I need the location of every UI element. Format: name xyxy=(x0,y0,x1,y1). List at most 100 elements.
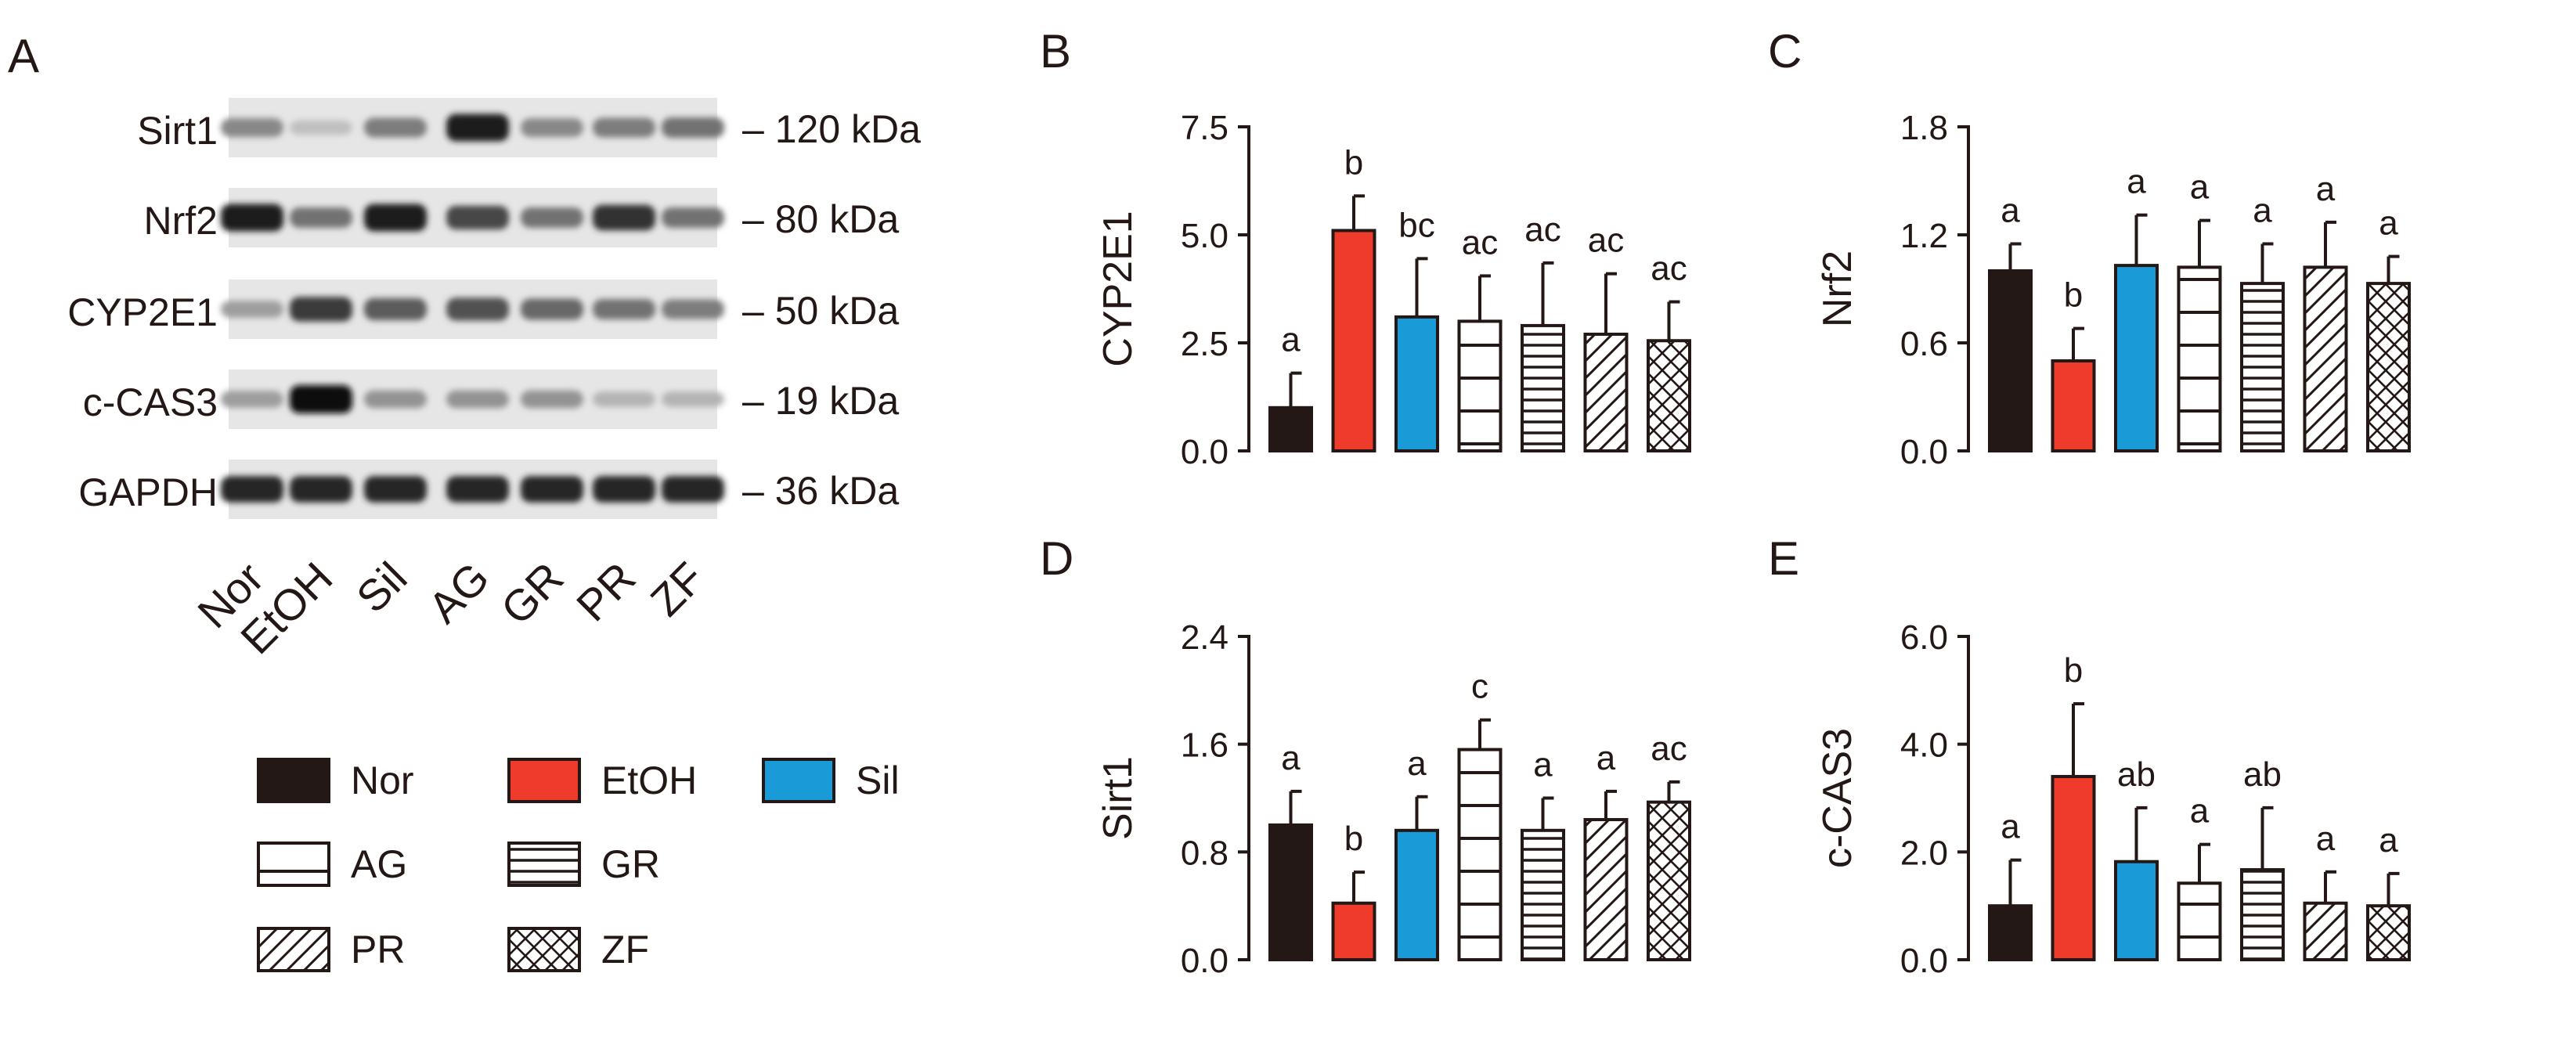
blot-protein-label: c-CAS3 xyxy=(83,380,218,424)
y-axis-label: Sirt1 xyxy=(1095,756,1141,840)
bar-gr xyxy=(2240,868,2285,962)
y-tick-label: 4.0 xyxy=(1900,726,1948,765)
bar-etoh xyxy=(2051,359,2096,452)
y-tick-label: 2.5 xyxy=(1181,325,1228,363)
bar-etoh xyxy=(1331,901,1376,961)
legend-label-nor: Nor xyxy=(351,759,414,802)
blot-band-gapdh-sil xyxy=(364,476,427,503)
significance-label: ab xyxy=(2117,755,2156,794)
legend-label-pr: PR xyxy=(351,928,405,971)
blot-band-gapdh-etoh xyxy=(290,476,352,503)
significance-label: a xyxy=(1281,739,1301,777)
blot-band-cyp2e1-ag xyxy=(446,297,509,321)
panel-label-c: C xyxy=(1768,25,1802,77)
significance-label: b xyxy=(2064,651,2083,690)
blot-lane-label: ZF xyxy=(641,553,714,625)
bar-nor xyxy=(1988,269,2033,452)
significance-label: a xyxy=(1281,321,1301,359)
bar-nor xyxy=(1268,405,1313,452)
blot-band-gapdh-nor xyxy=(221,476,283,503)
y-tick-label: 2.4 xyxy=(1181,618,1228,657)
y-tick-label: 0.0 xyxy=(1900,942,1948,980)
bar-gr xyxy=(2240,282,2285,452)
panel-label-d: D xyxy=(1040,532,1073,585)
blot-lane-label: PR xyxy=(567,553,645,631)
bar-sil xyxy=(1394,315,1439,452)
bar-gr xyxy=(1521,323,1565,453)
blot-size-label: – 50 kDa xyxy=(742,289,899,333)
significance-label: ab xyxy=(2243,755,2282,794)
y-tick-label: 7.5 xyxy=(1181,109,1228,147)
blot-size-label: – 80 kDa xyxy=(742,197,899,241)
y-tick-label: 0.8 xyxy=(1181,834,1228,872)
bar-sil xyxy=(2114,860,2159,962)
y-tick-label: 0.0 xyxy=(1900,433,1948,471)
blot-band-sirt1-sil xyxy=(364,117,427,138)
panel-label-b: B xyxy=(1040,25,1071,77)
blot-band-nrf2-sil xyxy=(364,204,427,232)
blot-band-cyp2e1-nor xyxy=(221,301,283,318)
blot-band-sirt1-ag xyxy=(446,114,509,142)
blot-lane-label: Sil xyxy=(347,553,417,622)
legend-label-sil: Sil xyxy=(856,759,900,802)
significance-label: a xyxy=(2316,170,2336,208)
y-axis-label: CYP2E1 xyxy=(1095,211,1141,366)
significance-label: a xyxy=(2001,192,2020,230)
blot-band-sirt1-etoh xyxy=(290,120,352,135)
y-tick-label: 0.6 xyxy=(1900,325,1948,363)
y-axis-label: Nrf2 xyxy=(1815,250,1860,327)
legend-swatch-zf xyxy=(507,927,581,972)
significance-label: a xyxy=(1596,739,1616,777)
y-tick-label: 5.0 xyxy=(1181,217,1228,255)
blot-lane-label: AG xyxy=(419,553,499,633)
blot-lane-label: GR xyxy=(492,553,573,634)
bar-ag xyxy=(2177,881,2222,962)
blot-size-label: – 120 kDa xyxy=(742,107,921,151)
legend-swatch-gr xyxy=(507,842,581,887)
bar-etoh xyxy=(2051,774,2096,962)
blot-size-label: – 36 kDa xyxy=(742,469,899,513)
blot-protein-label: CYP2E1 xyxy=(67,290,218,334)
panel-label-e: E xyxy=(1768,532,1799,585)
bar-pr xyxy=(2303,265,2348,452)
blot-size-label: – 19 kDa xyxy=(742,379,899,423)
blot-band-cyp2e1-etoh xyxy=(290,297,352,322)
western-blot-panel: A Sirt1 – 120 kDa Nrf2 – 80 kDa CYP2E1 – 50 kD… xyxy=(8,30,921,663)
significance-label: a xyxy=(1533,746,1553,784)
significance-label: a xyxy=(2253,192,2272,230)
bar-ag xyxy=(2177,265,2222,452)
blot-band-nrf2-gr xyxy=(521,207,583,229)
blot-band-nrf2-ag xyxy=(446,205,509,230)
bar-pr xyxy=(1583,332,1629,452)
y-tick-label: 1.8 xyxy=(1900,109,1948,147)
bar-zf xyxy=(1647,339,1691,452)
blot-band-nrf2-etoh xyxy=(290,207,352,229)
y-tick-label: 1.2 xyxy=(1900,217,1948,255)
legend-label-ag: AG xyxy=(351,842,407,886)
significance-label: ac xyxy=(1588,222,1624,260)
significance-label: a xyxy=(2190,168,2210,207)
blot-band-gapdh-zf xyxy=(662,476,724,503)
chart-c: C 0.0 0.6 1.2 1.8 Nrf2 a b a a a a a xyxy=(1768,25,2411,471)
significance-label: bc xyxy=(1398,206,1434,244)
bar-ag xyxy=(1457,319,1503,452)
blot-band-nrf2-pr xyxy=(593,204,655,231)
significance-label: a xyxy=(2379,821,2398,860)
significance-label: a xyxy=(2127,163,2146,201)
significance-label: a xyxy=(2190,792,2210,831)
y-axis-label: c-CAS3 xyxy=(1815,728,1860,868)
significance-label: a xyxy=(2379,204,2398,243)
legend-swatch-sil xyxy=(762,758,835,803)
legend-swatch-ag xyxy=(257,842,330,887)
blot-band-gapdh-ag xyxy=(446,476,509,503)
blot-band-cyp2e1-pr xyxy=(593,298,655,320)
blot-band-sirt1-pr xyxy=(593,117,655,138)
y-tick-label: 0.0 xyxy=(1181,942,1228,980)
significance-label: ac xyxy=(1524,211,1560,249)
group-legend: Nor EtOH Sil AG GR PR ZF xyxy=(257,758,900,972)
blot-band-cyp2e1-zf xyxy=(662,299,724,319)
bar-zf xyxy=(1647,800,1691,961)
